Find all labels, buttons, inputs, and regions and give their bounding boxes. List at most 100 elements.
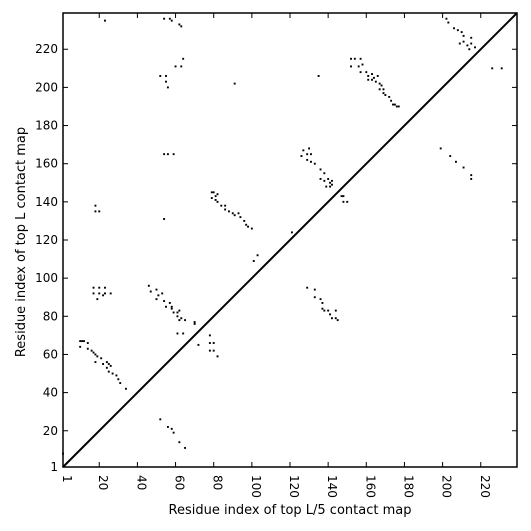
contact-point — [334, 317, 337, 320]
contact-point — [317, 75, 320, 77]
contact-point — [313, 162, 316, 165]
contact-point — [193, 321, 196, 323]
contact-point — [79, 340, 82, 343]
diagonal-line — [62, 12, 518, 468]
contact-point — [159, 418, 162, 421]
contact-point — [212, 342, 215, 344]
contact-point — [342, 200, 345, 203]
contact-point — [94, 361, 97, 364]
y-tick-label: 200 — [35, 80, 58, 94]
y-tick-label: 180 — [35, 119, 58, 133]
contact-point — [96, 355, 99, 358]
contact-point — [98, 286, 101, 289]
x-tick-label: 80 — [211, 475, 225, 490]
contact-point — [125, 387, 127, 390]
contact-point — [380, 84, 383, 87]
contact-point — [180, 317, 183, 320]
contact-point — [216, 355, 219, 358]
y-tick-label: 80 — [43, 309, 58, 323]
contact-point — [382, 88, 385, 91]
contact-point — [170, 307, 173, 310]
y-tick-label: 140 — [35, 195, 58, 209]
contact-point — [447, 21, 450, 24]
contact-point — [367, 75, 370, 77]
contact-point — [395, 105, 398, 108]
contact-point — [163, 300, 166, 302]
contact-point — [323, 179, 326, 182]
contact-point — [325, 185, 328, 188]
contact-point — [109, 364, 112, 367]
x-tick-label: 120 — [287, 475, 301, 498]
contact-point — [357, 65, 360, 68]
contact-point — [331, 179, 333, 182]
y-tick-label: 40 — [43, 386, 58, 400]
x-tick-label: 60 — [173, 475, 187, 490]
contact-point — [111, 372, 114, 375]
contact-point — [256, 254, 259, 257]
x-tick-label: 220 — [478, 475, 492, 498]
contact-point — [86, 342, 89, 344]
contact-point — [94, 353, 97, 356]
contact-point — [166, 153, 169, 156]
contact-point — [178, 23, 181, 26]
y-tick-label: 1 — [50, 460, 58, 474]
contact-point — [378, 88, 381, 91]
contact-point — [456, 29, 459, 32]
contact-point — [462, 34, 465, 37]
contact-point — [163, 218, 166, 220]
contact-point — [176, 315, 179, 318]
contact-point — [155, 298, 158, 301]
contact-point — [329, 181, 332, 184]
contact-point — [115, 374, 118, 377]
contact-point — [92, 351, 95, 354]
contact-points — [62, 17, 503, 455]
contact-point — [371, 73, 373, 75]
contact-point — [168, 17, 171, 20]
contact-point — [184, 319, 187, 322]
contact-point — [458, 42, 461, 45]
x-tick-label: 160 — [363, 475, 377, 498]
contact-point — [168, 302, 171, 304]
contact-point — [79, 345, 82, 348]
contact-point — [208, 342, 211, 344]
contact-point — [176, 332, 179, 335]
contact-point — [107, 363, 110, 365]
contact-point — [388, 95, 391, 98]
contact-point — [178, 309, 181, 312]
contact-point — [470, 174, 473, 177]
contact-point — [210, 191, 213, 194]
x-tick-label: 40 — [134, 475, 148, 490]
contact-point — [216, 193, 219, 196]
contact-point — [172, 311, 175, 314]
contact-point — [193, 322, 196, 325]
contact-point — [159, 75, 162, 77]
contact-point — [353, 57, 356, 60]
contact-point — [105, 361, 108, 364]
contact-point — [466, 44, 469, 47]
contact-point — [228, 210, 230, 213]
contact-point — [170, 427, 173, 430]
contact-point — [220, 204, 223, 207]
contact-point — [350, 57, 352, 60]
x-tick-label: 140 — [325, 475, 339, 498]
contact-point — [455, 160, 457, 163]
y-tick-label: 120 — [35, 233, 58, 247]
contact-point — [462, 40, 465, 43]
contact-point — [397, 105, 400, 108]
contact-point — [439, 147, 442, 150]
contact-point — [184, 446, 187, 449]
contact-point — [178, 441, 181, 444]
contact-point — [382, 92, 385, 95]
contact-point — [243, 219, 246, 222]
contact-point — [165, 80, 167, 83]
contact-point — [83, 340, 85, 343]
contact-point — [445, 17, 448, 20]
contact-point — [384, 94, 387, 96]
contact-point — [306, 286, 309, 289]
contact-point — [197, 343, 200, 346]
contact-point — [176, 311, 179, 314]
contact-point — [372, 76, 375, 79]
contact-point — [327, 178, 330, 180]
contact-point — [470, 36, 473, 39]
